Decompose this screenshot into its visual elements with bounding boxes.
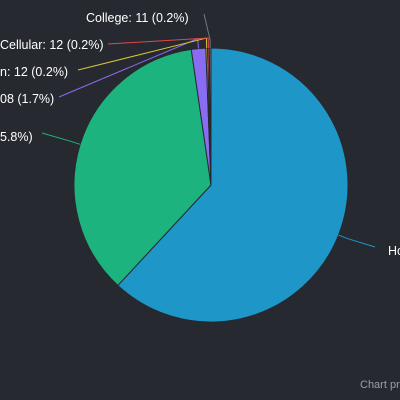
pie-connector-0 [338, 234, 376, 248]
pie-label-2: 08 (1.7%) [0, 92, 54, 106]
chart-credit[interactable]: Chart pr [360, 379, 400, 391]
pie-labels: Ho 5.8%) 08 (1.7%) n: 12 (0.2%) Cellular: 12… [0, 11, 400, 258]
pie-label-5: College: 11 (0.2%) [86, 11, 189, 25]
pie-label-0: Ho [388, 244, 400, 258]
pie-slice-0[interactable] [117, 47, 349, 323]
pie-label-3: n: 12 (0.2%) [0, 65, 68, 79]
pie-connector-1 [41, 132, 81, 145]
pie-connector-4 [107, 37, 209, 49]
pie-connector-5 [203, 13, 211, 49]
pie-label-4: Cellular: 12 (0.2%) [0, 38, 104, 52]
pie-label-1: 5.8%) [0, 130, 33, 144]
pie-slices [73, 47, 349, 323]
